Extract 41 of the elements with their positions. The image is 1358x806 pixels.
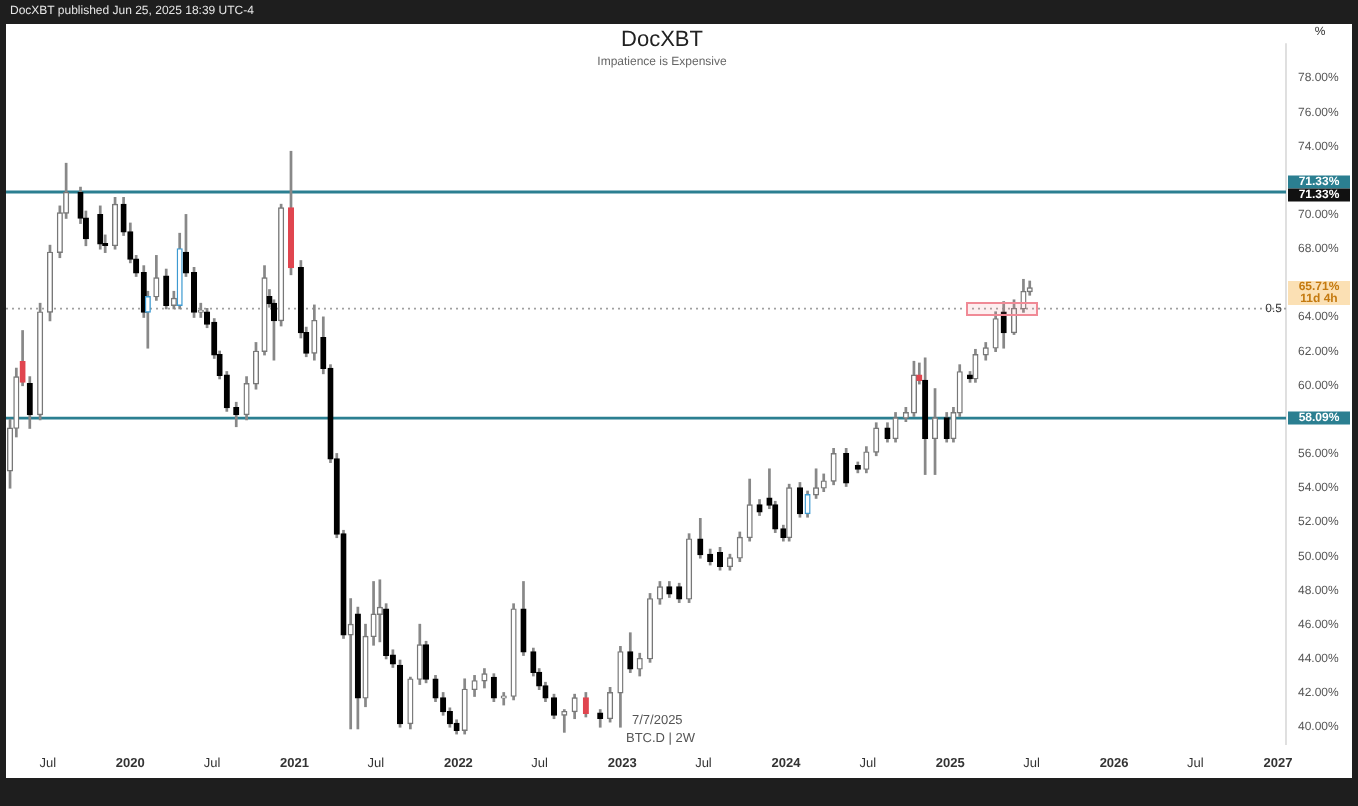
candlestick <box>582 692 589 718</box>
candlestick <box>597 709 604 728</box>
candlestick <box>746 478 753 542</box>
candlestick <box>910 360 917 417</box>
candlestick <box>813 468 820 499</box>
candlestick <box>1010 299 1018 335</box>
candlestick <box>646 593 654 663</box>
candlestick <box>726 553 733 571</box>
candlestick <box>686 533 693 603</box>
candlestick <box>461 678 468 735</box>
candlestick <box>490 673 497 702</box>
candlestick <box>854 461 861 474</box>
candlestick <box>550 693 558 720</box>
candlestick <box>716 547 724 571</box>
candlestick <box>347 598 354 730</box>
candlestick <box>37 302 44 421</box>
candlestick <box>656 581 663 605</box>
candlestick <box>636 652 643 677</box>
candlestick <box>561 709 568 733</box>
candlestick <box>707 548 714 566</box>
chart-title: DocXBT <box>621 28 704 53</box>
candlestick <box>354 606 361 730</box>
candlestick <box>931 388 939 475</box>
candlestick <box>786 483 793 542</box>
candlestick <box>697 517 704 559</box>
candlestick <box>843 447 850 487</box>
candlestick <box>287 150 295 276</box>
candlestick <box>1000 301 1007 349</box>
candlestick <box>112 197 119 250</box>
candlestick <box>943 412 950 443</box>
candlestick <box>736 531 743 562</box>
candlestick <box>233 401 240 428</box>
candlestick <box>278 203 285 327</box>
candlestick <box>46 244 54 322</box>
candlestick <box>922 357 929 475</box>
candlestick <box>500 692 507 706</box>
candlestick <box>423 640 430 684</box>
candlestick <box>97 205 104 250</box>
candlestick <box>311 304 318 361</box>
candlestick <box>796 482 803 518</box>
candlestick <box>607 687 614 723</box>
